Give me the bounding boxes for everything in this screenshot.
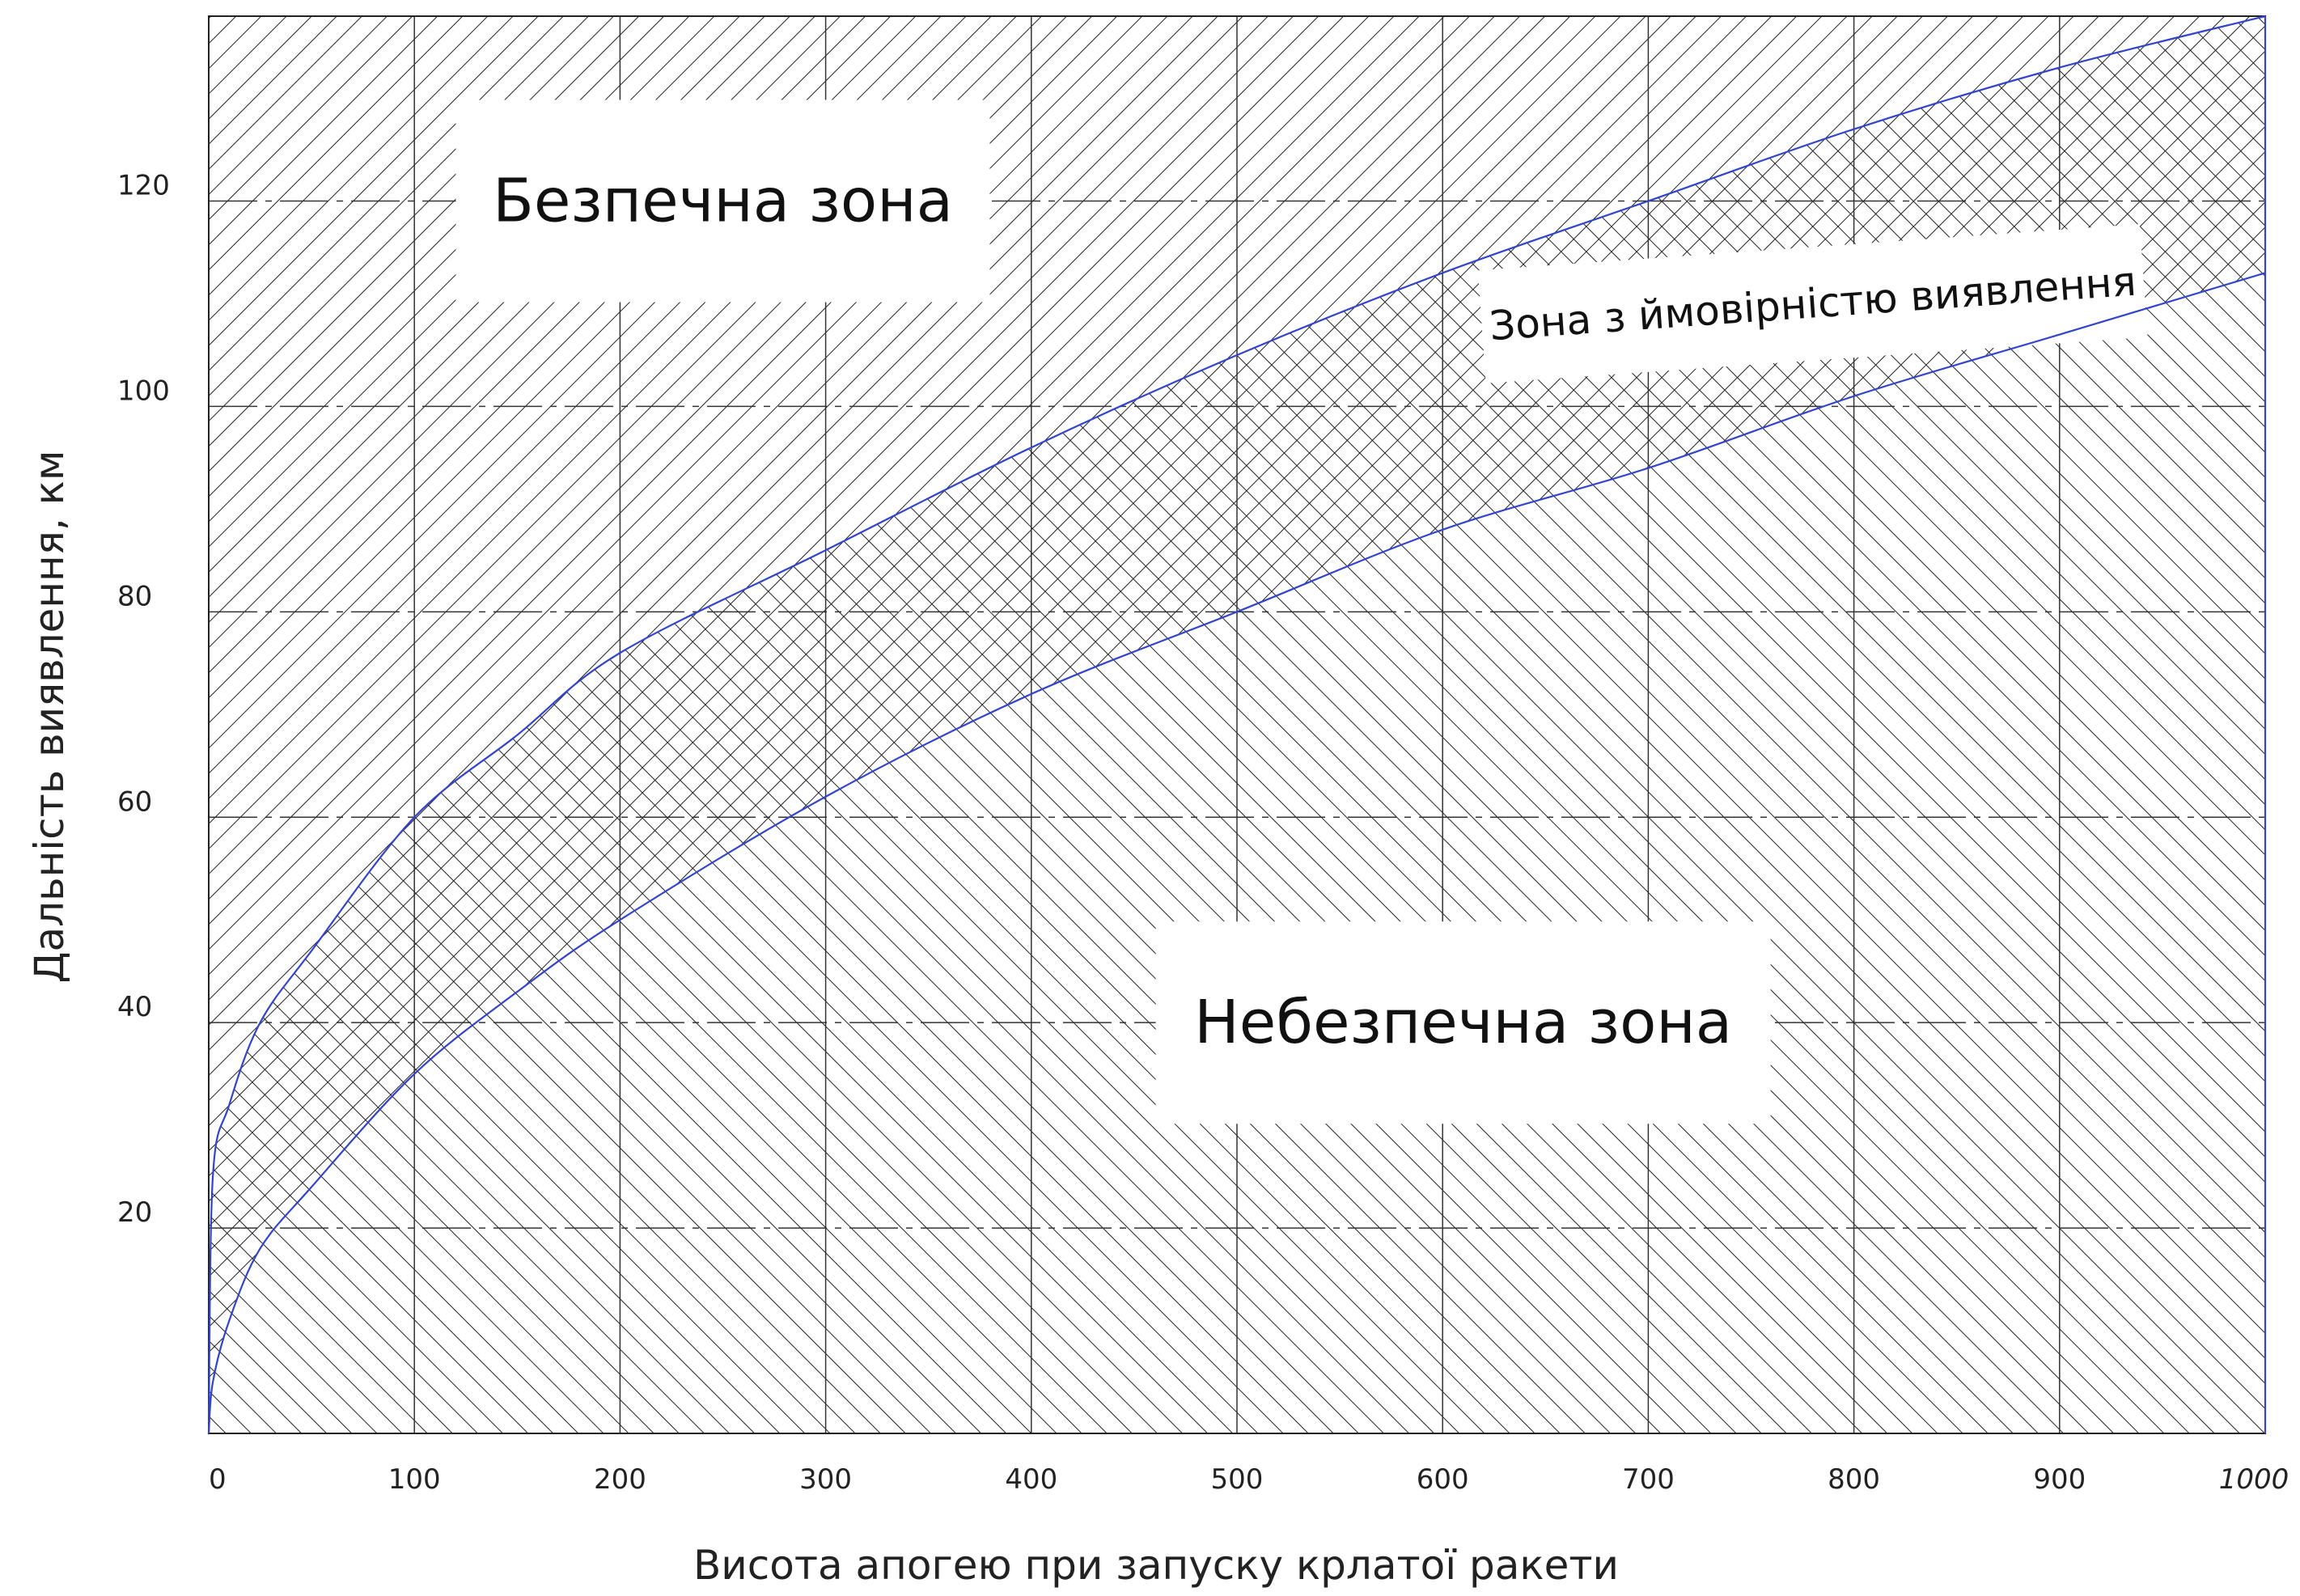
y-tick-label: 120 xyxy=(117,170,170,202)
x-tick-label: 200 xyxy=(594,1463,646,1496)
zone-label-text: Безпечна зона xyxy=(493,167,953,236)
x-axis-title: Висота апогею при запуску крлатої ракети xyxy=(693,1542,1619,1589)
x-tick-label: 500 xyxy=(1211,1463,1264,1496)
zone-label-background xyxy=(1477,224,2148,383)
zone-label-box: Небезпечна зона xyxy=(1155,921,1771,1124)
upper-boundary-curve xyxy=(207,15,2266,1434)
probability-zone-crosshatch xyxy=(209,16,2265,1433)
zone-label-box: Безпечна зона xyxy=(455,99,990,303)
boundary-curves-layer xyxy=(207,15,2267,1434)
zone-label-text: Небезпечна зона xyxy=(1194,988,1732,1057)
lower-boundary-curve xyxy=(207,272,2266,1434)
x-tick-label: 900 xyxy=(2033,1463,2086,1496)
x-tick-label: 400 xyxy=(1005,1463,1057,1496)
zone-labels-layer: Безпечна зона Зона з ймовірністю виявленн… xyxy=(455,99,2148,1124)
safe-zone-area xyxy=(209,16,2265,1433)
zone-label-background xyxy=(455,99,990,303)
y-tick-label: 100 xyxy=(117,375,170,407)
zone-label-box: Зона з ймовірністю виявлення xyxy=(1477,224,2148,383)
x-tick-label: 0 xyxy=(209,1463,227,1496)
y-tick-label: 80 xyxy=(117,580,152,612)
y-tick-label: 40 xyxy=(117,991,152,1023)
x-tick-label: 100 xyxy=(388,1463,441,1496)
x-tick-label: 1000 xyxy=(2219,1463,2289,1496)
y-axis-title: Дальність виявлення, км xyxy=(26,450,73,983)
zone-label-background xyxy=(1155,921,1771,1124)
axis-layer: 0 100 200 300 400 500 600 700 800 900 1000 20 40 60 80… xyxy=(26,170,2289,1589)
x-tick-label: 800 xyxy=(1828,1463,1880,1496)
x-tick-label: 700 xyxy=(1622,1463,1675,1496)
y-tick-label: 20 xyxy=(117,1196,152,1229)
x-tick-label: 600 xyxy=(1417,1463,1469,1496)
x-tick-label: 300 xyxy=(799,1463,852,1496)
y-tick-label: 60 xyxy=(117,785,152,818)
